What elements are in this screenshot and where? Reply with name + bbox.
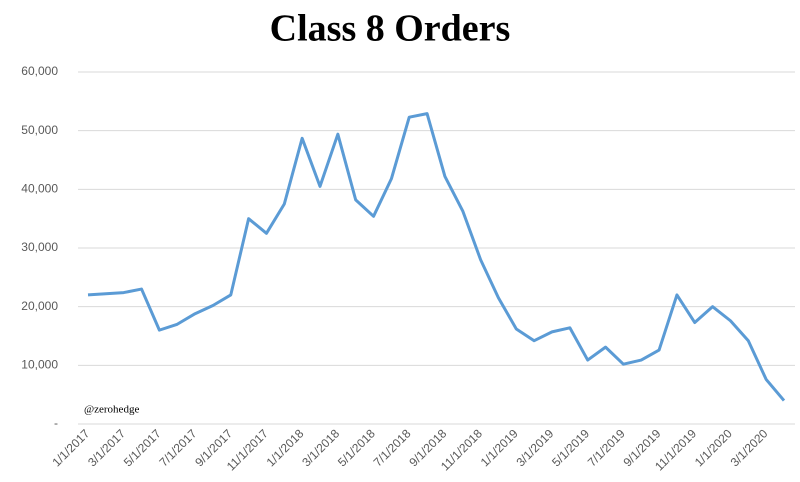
x-tick-label: 3/1/2019 [513, 426, 556, 469]
x-tick-label: 3/1/2018 [299, 426, 342, 469]
x-tick-label: 5/1/2017 [121, 426, 164, 469]
chart-title: Class 8 Orders [270, 8, 511, 50]
y-tick-label: 10,000 [21, 358, 58, 372]
x-tick-label: 7/1/2019 [585, 426, 628, 469]
x-tick-label: 1/1/2018 [264, 426, 307, 469]
y-tick-label: 20,000 [21, 299, 58, 313]
y-tick-label: - [54, 416, 58, 430]
x-tick-label: 5/1/2018 [335, 426, 378, 469]
x-tick-label: 3/1/2017 [85, 426, 128, 469]
x-tick-label: 1/1/2017 [49, 426, 92, 469]
data-line [87, 112, 786, 402]
watermark: @zerohedge [84, 404, 139, 416]
y-tick-label: 40,000 [21, 182, 58, 196]
x-tick-label: 7/1/2017 [157, 426, 200, 469]
y-tick-label: 30,000 [21, 240, 58, 254]
x-tick-label: 1/1/2019 [478, 426, 521, 469]
x-tick-label: 1/1/2020 [692, 426, 735, 469]
x-tick-label: 7/1/2018 [371, 426, 414, 469]
x-tick-label: 3/1/2020 [728, 426, 771, 469]
y-tick-label: 50,000 [21, 123, 58, 137]
y-tick-label: 60,000 [21, 64, 58, 78]
x-tick-label: 5/1/2019 [549, 426, 592, 469]
